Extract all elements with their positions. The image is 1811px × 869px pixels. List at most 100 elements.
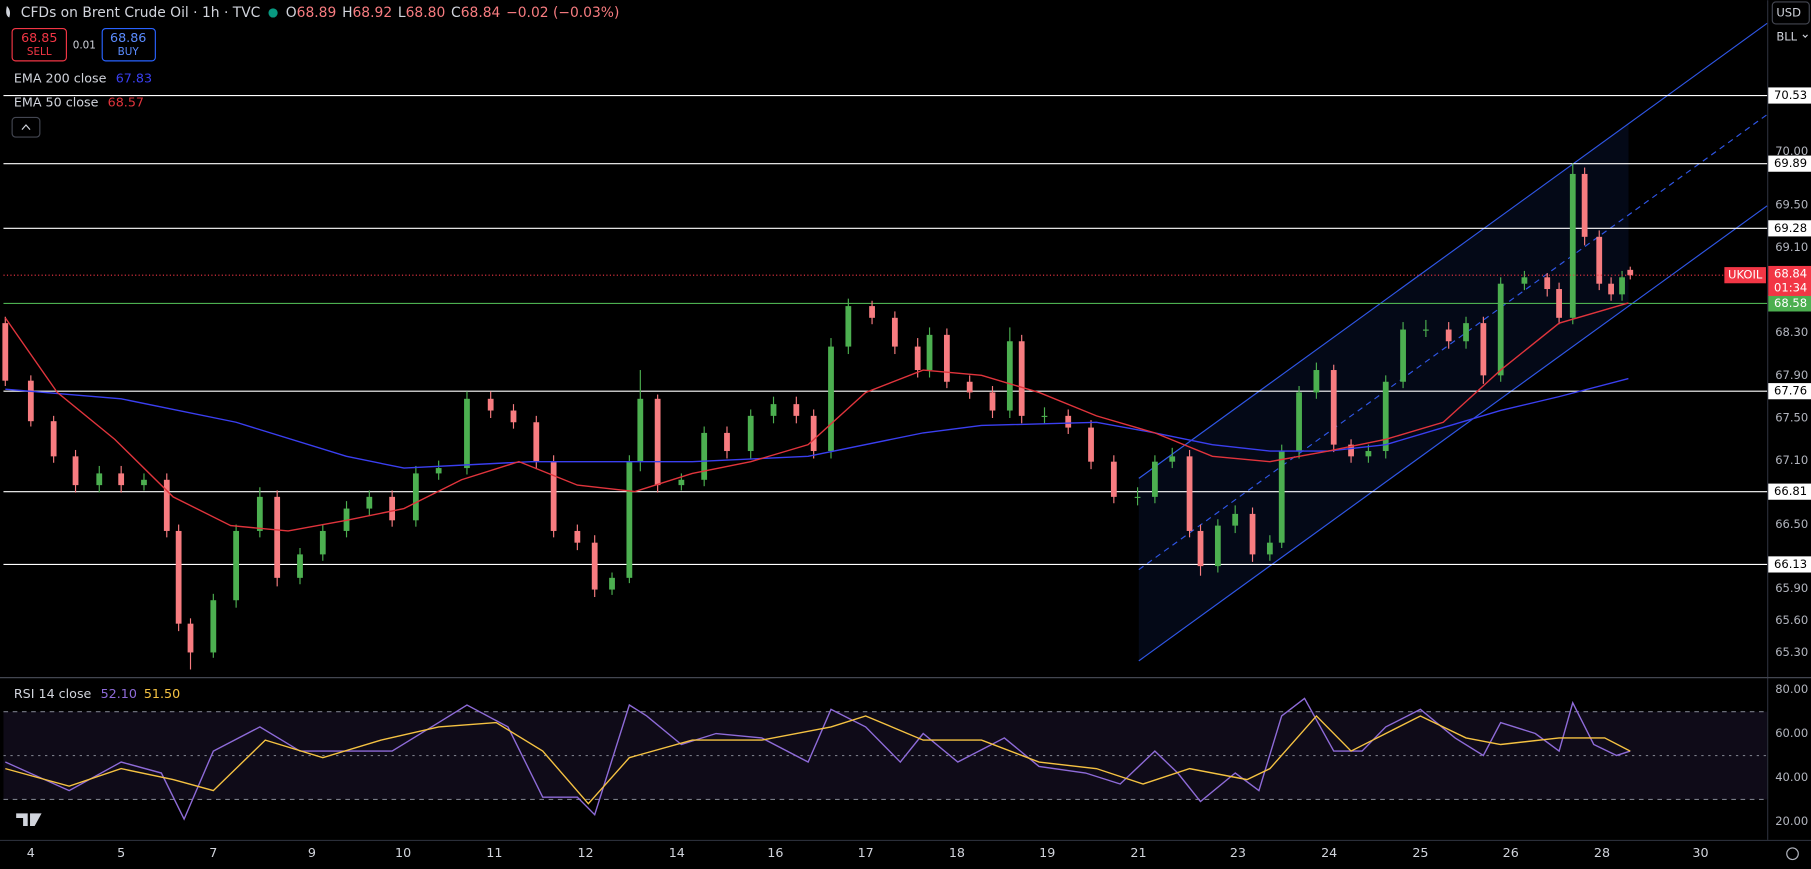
candle-body: [1581, 173, 1588, 237]
countdown: 01:34: [1774, 280, 1807, 294]
candle-body: [297, 554, 303, 578]
candle-body: [1348, 444, 1354, 457]
candle-body: [1569, 173, 1576, 318]
ohlc-label: O: [286, 5, 297, 21]
x-tick-label: 24: [1321, 845, 1337, 860]
candle-body: [966, 381, 973, 393]
candle-body: [1596, 236, 1603, 284]
y-tick-label: 70.00: [1775, 144, 1808, 158]
ohlc-value: 68.89: [297, 5, 337, 21]
candle-body: [1249, 513, 1256, 555]
spread: 0.01: [73, 39, 96, 51]
level-label: 68.58: [1774, 296, 1807, 310]
legend-value: 67.83: [116, 70, 152, 85]
level-label: 67.76: [1774, 384, 1807, 398]
sell-button[interactable]: [11, 27, 67, 62]
candle-body: [175, 530, 182, 624]
candle-body: [1480, 323, 1487, 376]
symbol-title: CFDs on Brent Crude Oil · 1h · TVC: [21, 5, 261, 21]
candle-body: [256, 496, 263, 531]
candle-body: [1134, 496, 1141, 499]
level-tag: [1768, 155, 1811, 172]
candle-body: [637, 398, 644, 462]
symbol-label: UKOIL: [1728, 268, 1763, 282]
candle-body: [389, 496, 396, 521]
candle-body: [678, 479, 685, 486]
last-price: 68.84: [1774, 267, 1807, 281]
x-tick-label: 14: [669, 845, 685, 860]
candle-body: [1365, 451, 1372, 457]
y-tick-label: 60.00: [1775, 726, 1808, 740]
candle-body: [187, 623, 194, 653]
last-price-tag: [1768, 265, 1811, 296]
candle-body: [701, 432, 708, 480]
level-tag: [1768, 556, 1811, 573]
y-tick-label: 80.00: [1775, 682, 1808, 696]
candle-body: [1152, 461, 1158, 497]
candle-body: [1463, 323, 1469, 342]
collapse-button[interactable]: [11, 116, 41, 138]
y-tick-label: 65.60: [1775, 613, 1808, 627]
x-tick-label: 10: [395, 845, 411, 860]
channel-lower: [1138, 205, 1768, 662]
ohlc-value: 68.92: [353, 5, 393, 21]
currency: USD: [1776, 5, 1801, 19]
candle-body: [1556, 289, 1562, 318]
candle-body: [141, 479, 147, 486]
x-tick-label: 5: [117, 845, 125, 860]
legend-value: 52.10: [101, 686, 137, 701]
legend-value: 68.57: [108, 95, 144, 110]
x-tick-label: 26: [1503, 845, 1519, 860]
candle-body: [591, 542, 598, 590]
candle-body: [845, 306, 852, 347]
change: −0.02 (−0.03%): [506, 5, 619, 21]
candle-body: [1214, 525, 1221, 567]
candle-body: [1313, 370, 1320, 393]
candle-body: [27, 380, 34, 422]
candle-body: [1169, 456, 1176, 462]
y-tick-label: 69.50: [1775, 197, 1808, 211]
candle-body: [1608, 283, 1614, 295]
candle-body: [828, 346, 834, 452]
level-tag: [1768, 220, 1811, 237]
y-tick-label: 69.10: [1775, 240, 1808, 254]
series-line: [4, 302, 1629, 532]
x-tick-label: 17: [858, 845, 874, 860]
candle-body: [626, 461, 633, 578]
candle-body: [1445, 329, 1452, 342]
buy-button[interactable]: [101, 27, 156, 62]
candle-body: [1330, 370, 1337, 445]
x-tick-label: 4: [27, 845, 35, 860]
series-line: [5, 697, 1631, 821]
y-tick-label: 67.90: [1775, 368, 1808, 382]
collapse-icon: [21, 124, 31, 130]
candle-body: [869, 306, 875, 318]
x-tick-label: 19: [1039, 845, 1055, 860]
candle-body: [210, 600, 217, 653]
channel-upper: [1138, 22, 1768, 479]
candle-body: [1382, 381, 1389, 452]
ohlc-value: 68.84: [461, 5, 501, 21]
currency-button[interactable]: [1771, 1, 1810, 25]
legend-value: 51.50: [144, 686, 180, 701]
level-label: 70.53: [1774, 88, 1807, 102]
level-label: 69.28: [1774, 221, 1807, 235]
candle-body: [943, 334, 950, 382]
candle-body: [274, 496, 281, 578]
x-tick-label: 28: [1594, 845, 1610, 860]
x-tick-label: 7: [209, 845, 217, 860]
candle-body: [1197, 530, 1204, 567]
settings-icon[interactable]: [1786, 847, 1799, 861]
plot: [2, 94, 1768, 821]
candle-body: [574, 530, 581, 543]
symbol-icon: [6, 6, 11, 18]
candle-body: [724, 432, 730, 452]
x-tick-label: 11: [486, 845, 502, 860]
level-tag: [1768, 295, 1811, 312]
symbol-tag: [1724, 267, 1766, 284]
candle-body: [926, 334, 933, 371]
candle-body: [1400, 329, 1406, 382]
tv-logo: [16, 813, 42, 827]
level-label: 66.13: [1774, 557, 1807, 571]
